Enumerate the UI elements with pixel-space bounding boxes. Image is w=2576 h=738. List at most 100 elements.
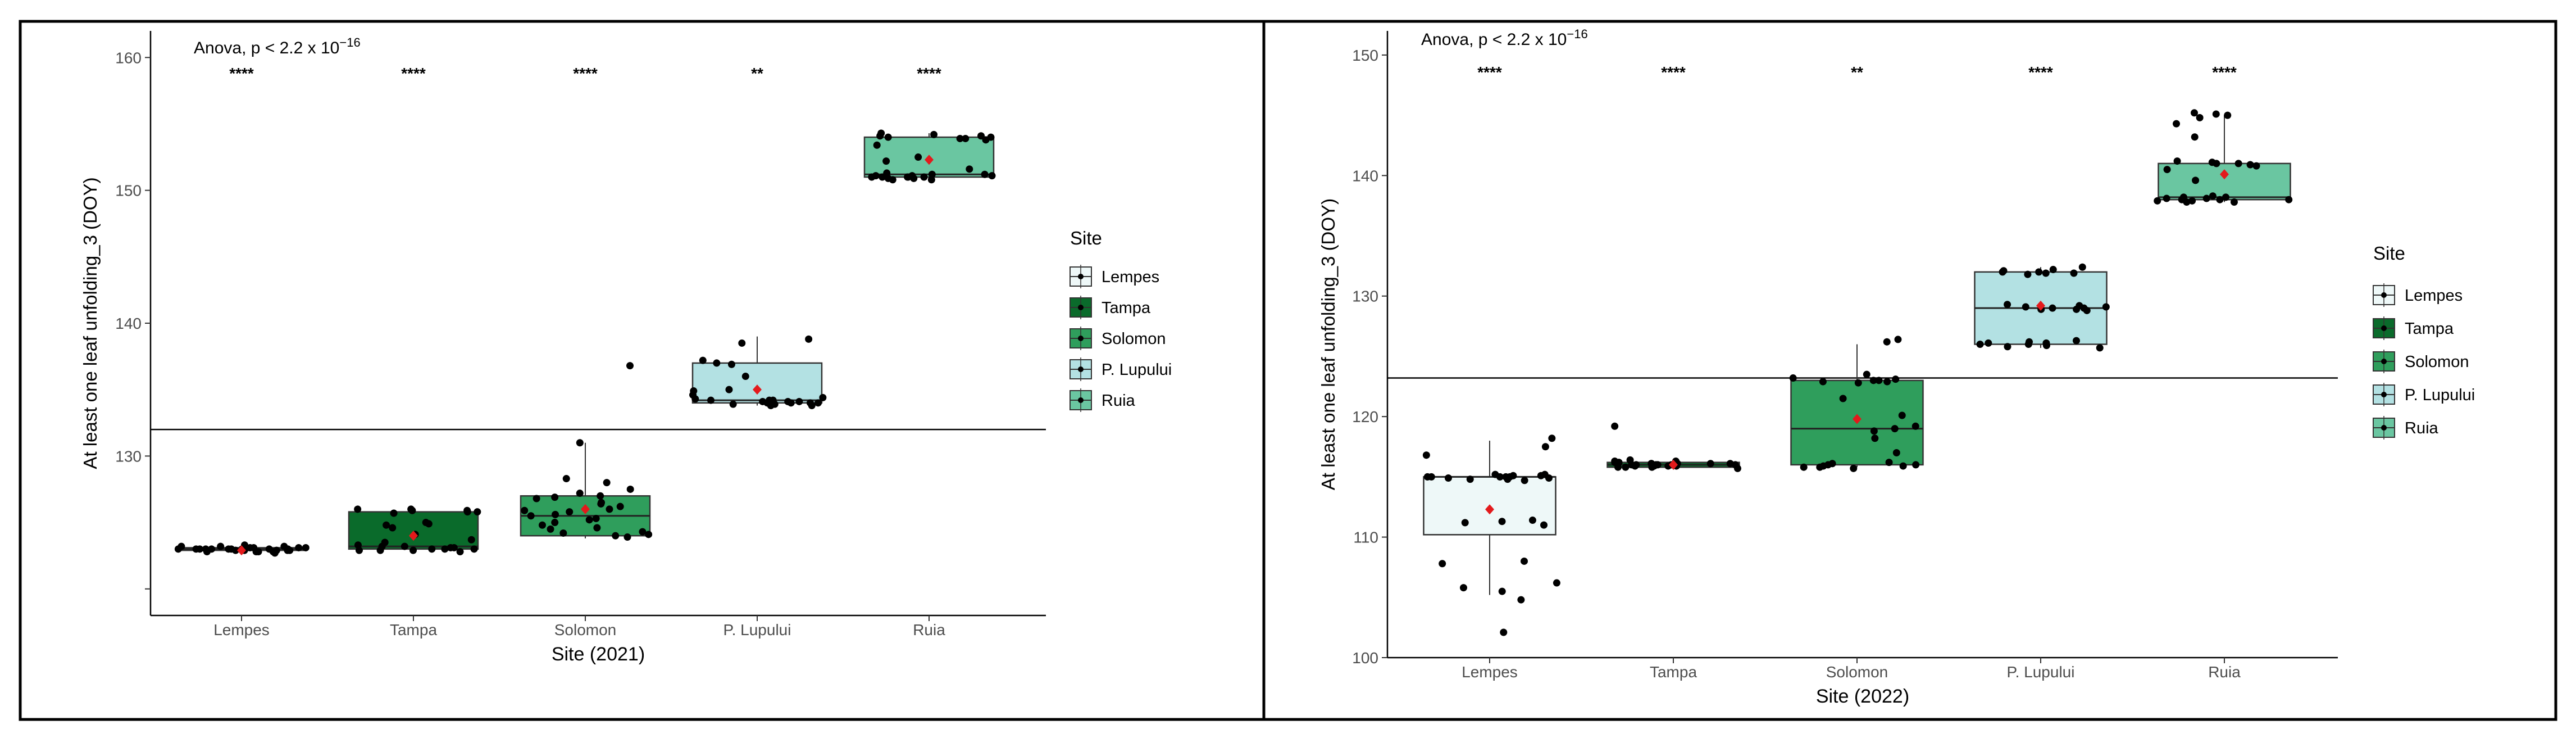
mean-marker (1853, 414, 1862, 424)
data-point (408, 506, 416, 514)
data-point (217, 542, 225, 550)
y-tick-label: 140 (1352, 167, 1378, 184)
data-point (962, 134, 970, 142)
data-point (927, 176, 935, 184)
data-point (928, 170, 936, 178)
data-point (879, 173, 886, 181)
data-point (2285, 196, 2293, 203)
x-tick-label: P. Lupului (2007, 663, 2075, 681)
data-point (1800, 463, 1808, 471)
data-point (1517, 596, 1525, 604)
data-point (2076, 302, 2083, 310)
data-point (616, 502, 624, 510)
data-point (2252, 162, 2260, 170)
panel-2022: 100 110 120 130 140 150 At least one leaf unfo… (1318, 27, 2475, 707)
data-point (1466, 476, 1474, 483)
data-point (467, 536, 475, 544)
data-point (1892, 375, 1900, 383)
data-point (956, 134, 964, 142)
y-axis-title: At least one leaf unfolding_3 (DOY) (1318, 198, 1339, 490)
data-point (527, 512, 535, 520)
data-point (284, 545, 292, 553)
data-point (988, 172, 996, 180)
anova-annotation: Anova, p < 2.2 x 10−16 (1421, 27, 1588, 49)
data-point (450, 544, 458, 551)
y-tick-label: 150 (1352, 47, 1378, 64)
y-axis-title: At least one leaf unfolding_3 (DOY) (80, 177, 101, 469)
data-point (552, 510, 559, 518)
legend-entry-label: Ruia (1102, 392, 1136, 410)
data-point (1870, 427, 1878, 435)
data-point (713, 359, 721, 367)
y-tick-label: 130 (1352, 288, 1378, 305)
data-point (441, 545, 449, 553)
data-point (521, 506, 529, 514)
data-point (1863, 370, 1870, 378)
box-solomon (1790, 379, 1924, 466)
legend-entry-label: Lempes (2405, 287, 2463, 305)
data-point (699, 356, 707, 364)
data-point (597, 492, 604, 500)
data-point (400, 542, 408, 550)
data-point (295, 544, 303, 551)
data-point (2190, 109, 2198, 117)
data-point (2154, 197, 2161, 205)
data-point (265, 545, 273, 553)
data-point (178, 542, 185, 550)
significance-label: ** (1851, 64, 1863, 81)
data-point (1622, 463, 1630, 471)
anova-annotation: Anova, p < 2.2 x 10−16 (194, 35, 361, 57)
data-point (1427, 473, 1435, 481)
data-point (1985, 339, 1992, 347)
box-p-lupului (691, 362, 823, 404)
data-point (814, 399, 822, 407)
legend-entry-label: P. Lupului (1102, 361, 1172, 379)
data-point (2042, 269, 2050, 277)
data-point (1521, 477, 1528, 485)
legend-key-point (1078, 397, 1084, 403)
mean-marker (237, 545, 246, 556)
x-tick-label: Tampa (390, 621, 437, 639)
box-tampa (348, 511, 479, 550)
legend-key-point (1078, 305, 1084, 310)
data-point (227, 545, 235, 553)
mean-marker (753, 384, 762, 395)
significance-label: **** (1661, 64, 1686, 81)
data-point (576, 490, 584, 497)
data-point (2070, 269, 2078, 277)
data-point (1706, 460, 1714, 468)
data-point (603, 479, 611, 487)
x-tick-label: P. Lupului (723, 621, 791, 639)
data-point (2224, 111, 2232, 119)
data-point (1444, 474, 1452, 482)
data-point (597, 500, 605, 508)
x-axis-title: Site (2021) (552, 644, 645, 665)
y-tick-label: 140 (115, 315, 142, 332)
legend-key-point (2381, 292, 2387, 298)
data-point (2163, 194, 2170, 202)
data-point (606, 505, 613, 513)
data-point (1541, 443, 1549, 451)
data-point (626, 362, 634, 370)
data-point (1892, 449, 1900, 456)
data-point (741, 373, 749, 381)
data-point (547, 525, 554, 533)
data-point (1726, 460, 1734, 468)
anova-exponent: −16 (339, 35, 360, 49)
data-point (2173, 120, 2181, 128)
data-point (551, 493, 559, 501)
mean-marker (409, 531, 418, 541)
data-point (2179, 193, 2187, 201)
significance-label: **** (917, 65, 941, 82)
data-point (1628, 461, 1636, 469)
y-tick-label: 150 (115, 182, 142, 200)
data-point (966, 165, 973, 173)
data-point (868, 173, 876, 181)
data-point (1439, 560, 1446, 568)
data-point (612, 532, 620, 540)
data-point (551, 519, 559, 527)
data-point (1461, 519, 1469, 527)
legend-title: Site (2373, 243, 2405, 264)
legend-key-point (2381, 392, 2387, 397)
